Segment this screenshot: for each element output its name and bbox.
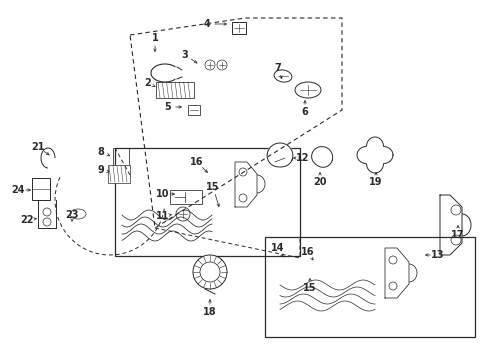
Bar [231,22,245,34]
Polygon shape [356,137,392,173]
Text: 7: 7 [274,63,281,73]
Text: 16: 16 [301,247,314,257]
Text: 23: 23 [65,210,79,220]
Text: 21: 21 [31,142,45,152]
Polygon shape [266,143,292,167]
Text: 24: 24 [11,185,25,195]
Text: 15: 15 [303,283,316,293]
Ellipse shape [273,70,291,82]
Text: 5: 5 [164,102,171,112]
Bar [264,237,474,337]
Bar [170,190,202,204]
Text: 6: 6 [301,107,308,117]
Text: 20: 20 [313,177,326,187]
Bar [156,82,194,98]
Text: 3: 3 [181,50,188,60]
Ellipse shape [294,82,320,98]
Text: 2: 2 [144,78,151,88]
Text: 9: 9 [98,165,104,175]
Bar [32,178,50,200]
Circle shape [204,60,215,70]
Ellipse shape [70,209,86,219]
Circle shape [193,255,226,289]
Text: 22: 22 [20,215,34,225]
Text: 15: 15 [206,182,219,192]
Text: 10: 10 [156,189,169,199]
Text: 16: 16 [190,157,203,167]
Bar [115,148,299,256]
Circle shape [217,60,226,70]
Text: 8: 8 [98,147,104,157]
Text: 18: 18 [203,307,216,317]
Text: 1: 1 [151,33,158,43]
Text: 19: 19 [368,177,382,187]
Bar [113,148,129,168]
Bar [108,165,130,183]
Text: 14: 14 [271,243,284,253]
Circle shape [176,207,190,221]
Text: 13: 13 [430,250,444,260]
Bar [187,105,200,115]
Text: 11: 11 [156,211,169,221]
Text: 12: 12 [296,153,309,163]
Text: 17: 17 [450,230,464,240]
Polygon shape [311,147,332,167]
Text: 4: 4 [203,19,210,29]
